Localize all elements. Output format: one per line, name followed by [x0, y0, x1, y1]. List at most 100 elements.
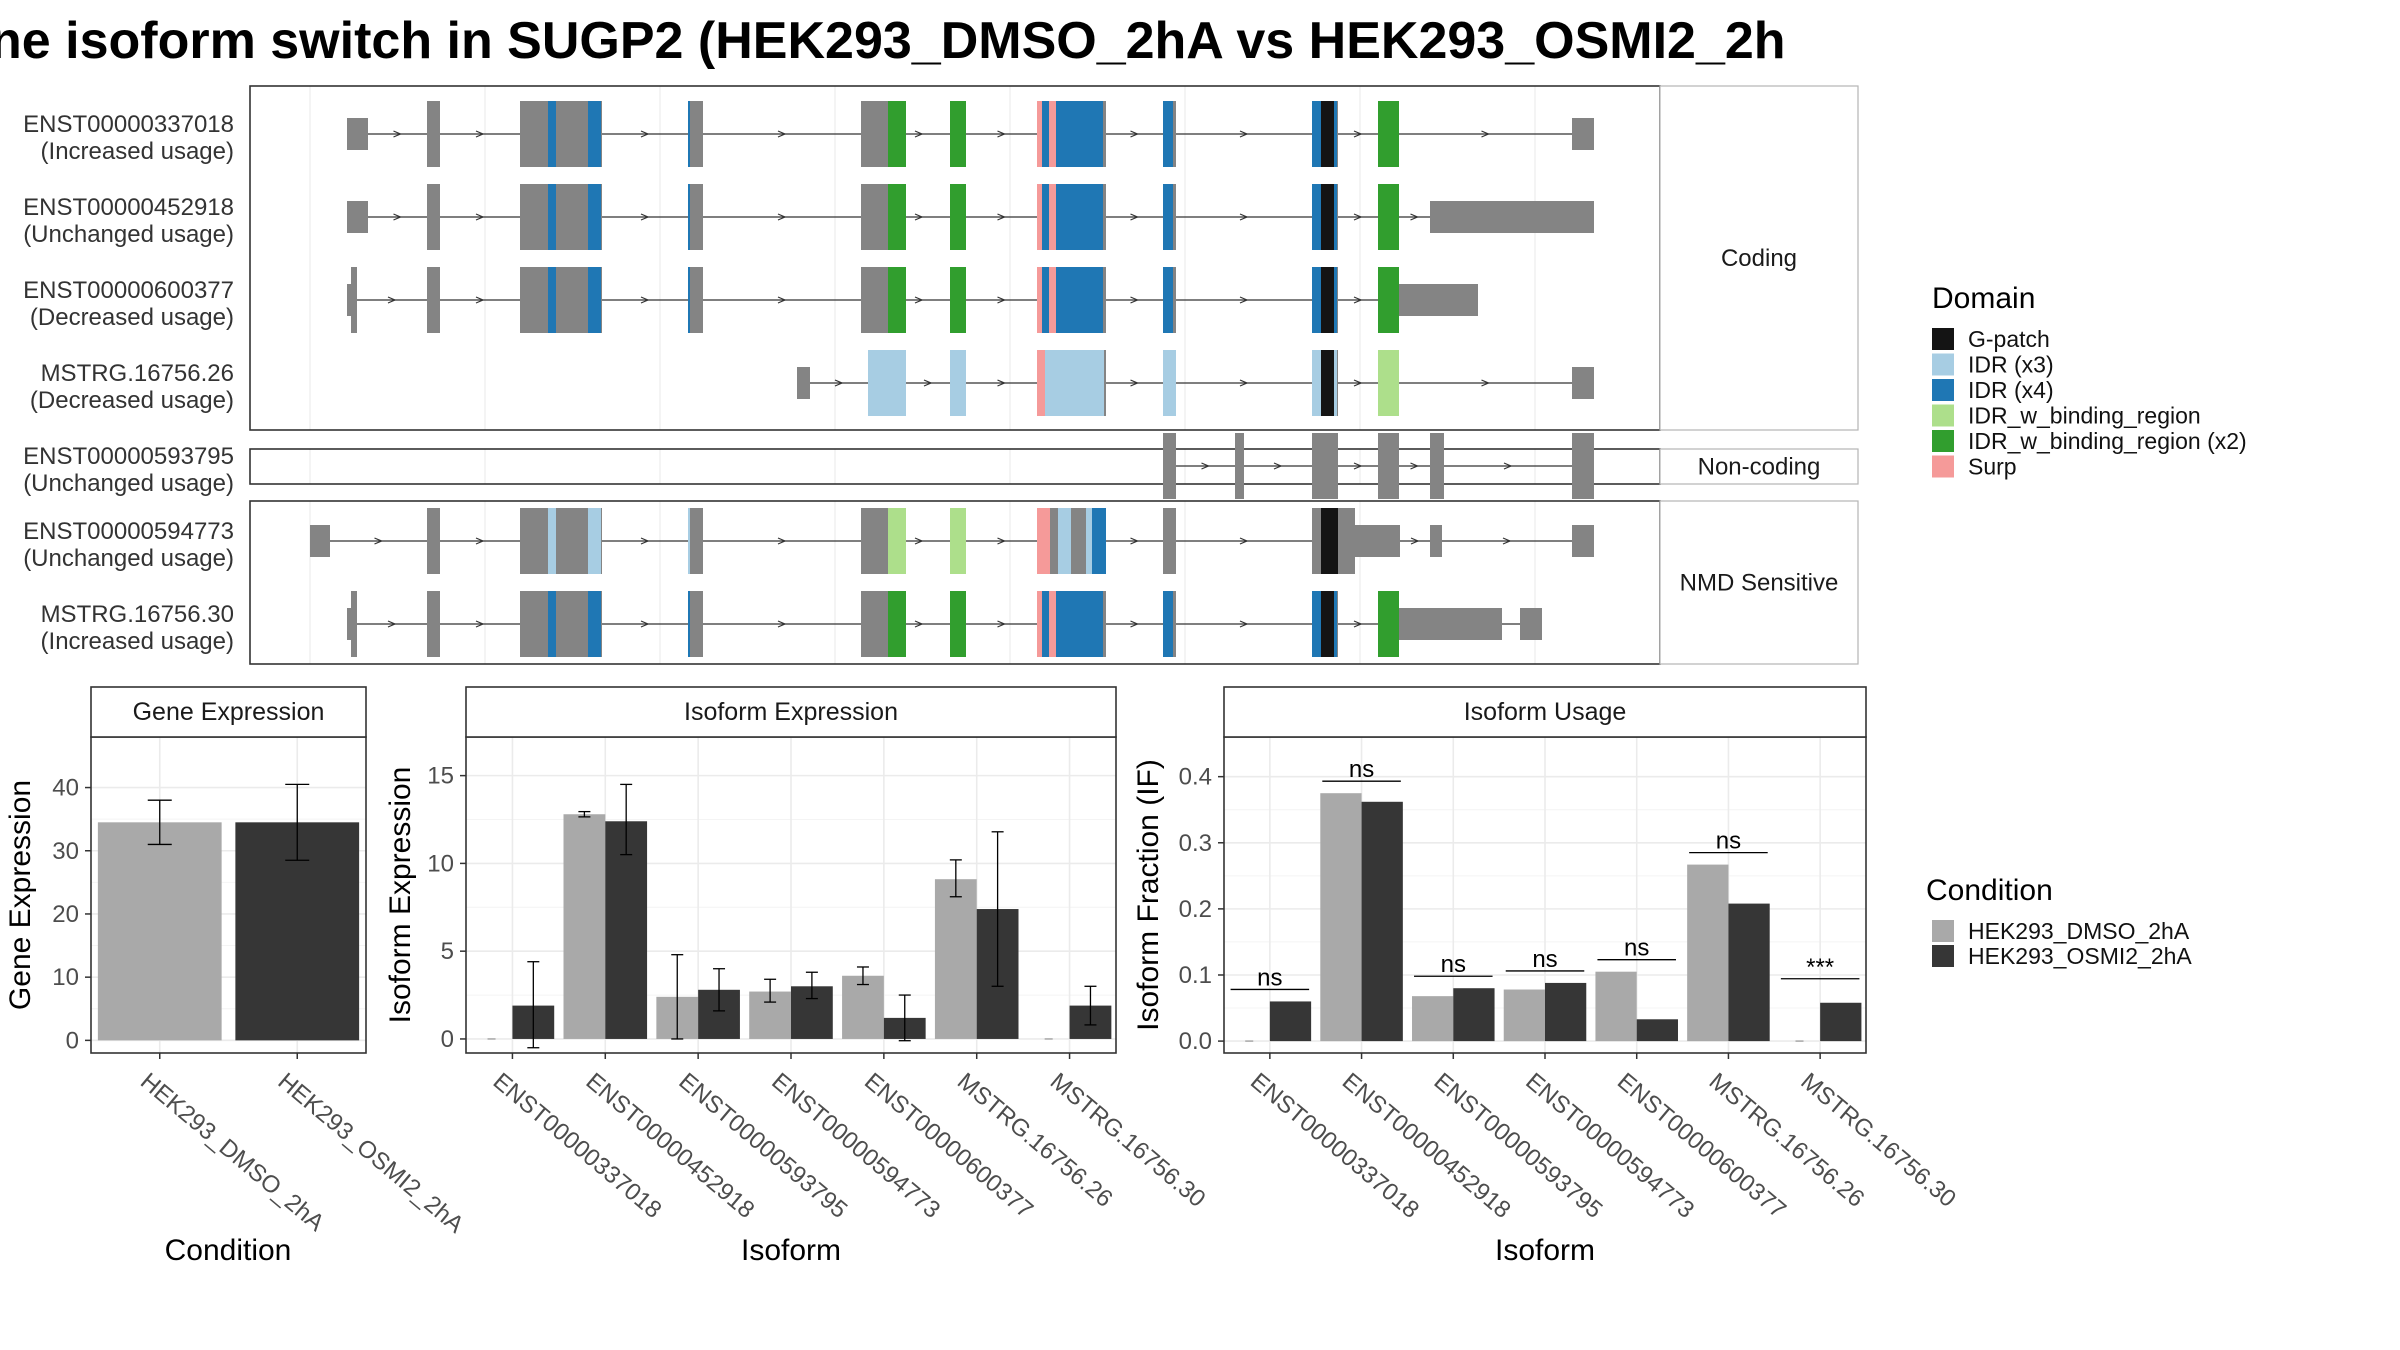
domain-block: [688, 591, 690, 657]
bar: [1595, 971, 1637, 1042]
domain-legend-swatch: [1932, 353, 1954, 376]
domain-block: [1042, 267, 1049, 333]
x-tick-label: MSTRG.16756.26: [952, 1068, 1118, 1213]
intron-arrow: [1353, 130, 1363, 138]
domain-block: [1334, 101, 1337, 167]
domain-block: [950, 350, 966, 416]
intron-arrow: [640, 537, 650, 545]
bar: [1412, 996, 1454, 1042]
bar: [97, 822, 222, 1041]
domain-block: [1321, 591, 1334, 657]
exon: [1572, 433, 1594, 499]
domain-block: [1037, 591, 1042, 657]
intron-arrow: [374, 537, 384, 545]
domain-block: [868, 350, 888, 416]
intron-arrow: [1239, 379, 1249, 387]
transcript-id-label: ENST00000452918: [23, 194, 234, 221]
y-axis-label: Isoform Fraction (IF): [1132, 759, 1165, 1031]
domain-block: [1058, 508, 1071, 574]
domain-block: [1056, 267, 1103, 333]
transcript-id-label: ENST00000337018: [23, 111, 234, 138]
panel-title: Gene Expression: [133, 698, 325, 726]
domain-block: [548, 591, 556, 657]
y-tick-label: 30: [52, 838, 79, 865]
domain-block: [1378, 591, 1399, 657]
domain-block: [950, 184, 966, 250]
panel-strip: [1223, 686, 1867, 738]
intron-arrow: [1410, 537, 1420, 545]
exon: [1338, 508, 1355, 574]
domain-legend-label: IDR (x4): [1968, 377, 2054, 403]
intron-arrow: [393, 213, 403, 221]
domain-legend-swatch: [1932, 404, 1954, 427]
exon: [861, 101, 888, 167]
bar: [1503, 989, 1545, 1042]
significance-label: ns: [1532, 946, 1557, 973]
domain-block: [1049, 101, 1056, 167]
intron-arrow: [777, 213, 787, 221]
intron-arrow: [1353, 462, 1363, 470]
x-tick-label: ENST00000600377: [859, 1068, 1038, 1224]
x-tick-label: ENST00000452918: [1337, 1068, 1516, 1224]
exon: [1572, 118, 1594, 150]
domain-block: [1334, 267, 1337, 333]
intron-arrow: [1353, 296, 1363, 304]
bar: [1636, 1019, 1678, 1042]
panel-title: Isoform Usage: [1464, 698, 1627, 726]
y-tick-label: 20: [52, 901, 79, 928]
domain-legend-swatch: [1932, 455, 1954, 478]
intron-arrow: [475, 537, 485, 545]
intron-arrow: [1239, 296, 1249, 304]
exon: [1399, 608, 1502, 640]
x-tick-label: ENST00000337018: [488, 1068, 667, 1224]
domain-block: [1334, 591, 1337, 657]
intron-arrow: [475, 620, 485, 628]
x-axis-label: Condition: [165, 1234, 292, 1267]
domain-block: [1163, 184, 1173, 250]
domain-block: [1321, 350, 1334, 416]
intron-arrow: [475, 130, 485, 138]
domain-block: [1163, 591, 1173, 657]
domain-block: [1037, 267, 1042, 333]
exon: [1235, 433, 1244, 499]
bar: [1361, 801, 1403, 1042]
condition-legend-swatch: [1932, 920, 1954, 942]
exon: [351, 591, 357, 657]
domain-block: [1056, 591, 1103, 657]
y-tick-label: 15: [427, 763, 454, 790]
transcript-id-label: MSTRG.16756.26: [41, 360, 234, 387]
transcript-usage-label: (Unchanged usage): [23, 221, 234, 248]
bar: [1545, 982, 1587, 1042]
x-tick-label: MSTRG.16756.26: [1704, 1068, 1870, 1213]
panel-strip: [465, 686, 1117, 738]
intron-arrow: [1481, 130, 1491, 138]
intron-arrow: [387, 296, 397, 304]
domain-block: [548, 101, 556, 167]
domain-block: [1312, 184, 1321, 250]
significance-label: ns: [1349, 756, 1374, 783]
domain-block: [1037, 184, 1042, 250]
facet-label: Coding: [1721, 245, 1797, 272]
domain-block: [1312, 101, 1321, 167]
intron-arrow: [914, 620, 924, 628]
domain-block: [588, 184, 601, 250]
significance-label: ns: [1257, 964, 1282, 991]
exon: [1572, 525, 1594, 557]
bar: [1269, 1001, 1312, 1042]
intron-arrow: [1410, 213, 1420, 221]
domain-block: [888, 267, 906, 333]
exon: [347, 608, 351, 640]
x-tick-label: ENST00000594773: [766, 1068, 945, 1224]
y-tick-label: 10: [52, 964, 79, 991]
x-tick-label: ENST00000337018: [1245, 1068, 1424, 1224]
intron-arrow: [914, 213, 924, 221]
intron-arrow: [387, 620, 397, 628]
intron-arrow: [834, 379, 844, 387]
domain-block: [950, 267, 966, 333]
exon: [861, 267, 888, 333]
transcript-id-label: ENST00000594773: [23, 518, 234, 545]
y-tick-label: 0.2: [1179, 896, 1212, 923]
